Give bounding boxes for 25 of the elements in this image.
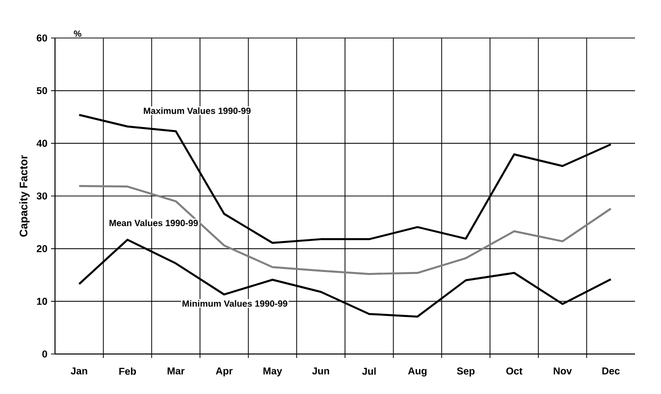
annotation: Maximum Values 1990-99 bbox=[144, 107, 251, 114]
x-tick-label: Dec bbox=[602, 367, 620, 374]
x-tick-label: Apr bbox=[216, 367, 233, 376]
x-tick-label: Jan bbox=[70, 367, 88, 374]
y-axis-title: Capacity Factor bbox=[19, 155, 30, 237]
y-tick-label: 20 bbox=[36, 245, 48, 252]
annotation: Mean Values 1990-99 bbox=[110, 220, 198, 226]
y-tick-label: 0 bbox=[42, 350, 48, 358]
y-tick-label: 10 bbox=[37, 298, 48, 305]
x-tick-label: Oct bbox=[506, 367, 522, 375]
x-tick-label: Jun bbox=[312, 367, 330, 374]
text: % bbox=[74, 30, 82, 37]
line-series bbox=[78, 184, 612, 275]
y-tick-label: 50 bbox=[36, 87, 48, 94]
x-tick-label: Nov bbox=[554, 367, 572, 374]
annotation: Minimum Values 1990-99 bbox=[182, 300, 288, 307]
x-tick-label: Jul bbox=[362, 367, 376, 375]
y-tick-label: 40 bbox=[36, 140, 48, 147]
x-tick-label: Mar bbox=[168, 367, 185, 374]
x-tick-label: Aug bbox=[408, 367, 427, 376]
x-tick-label: May bbox=[263, 367, 282, 376]
y-tick-label: 30 bbox=[36, 192, 48, 200]
y-tick-label: 60 bbox=[36, 34, 48, 42]
x-tick-label: Sep bbox=[456, 367, 475, 376]
x-tick-label: Feb bbox=[119, 367, 136, 375]
